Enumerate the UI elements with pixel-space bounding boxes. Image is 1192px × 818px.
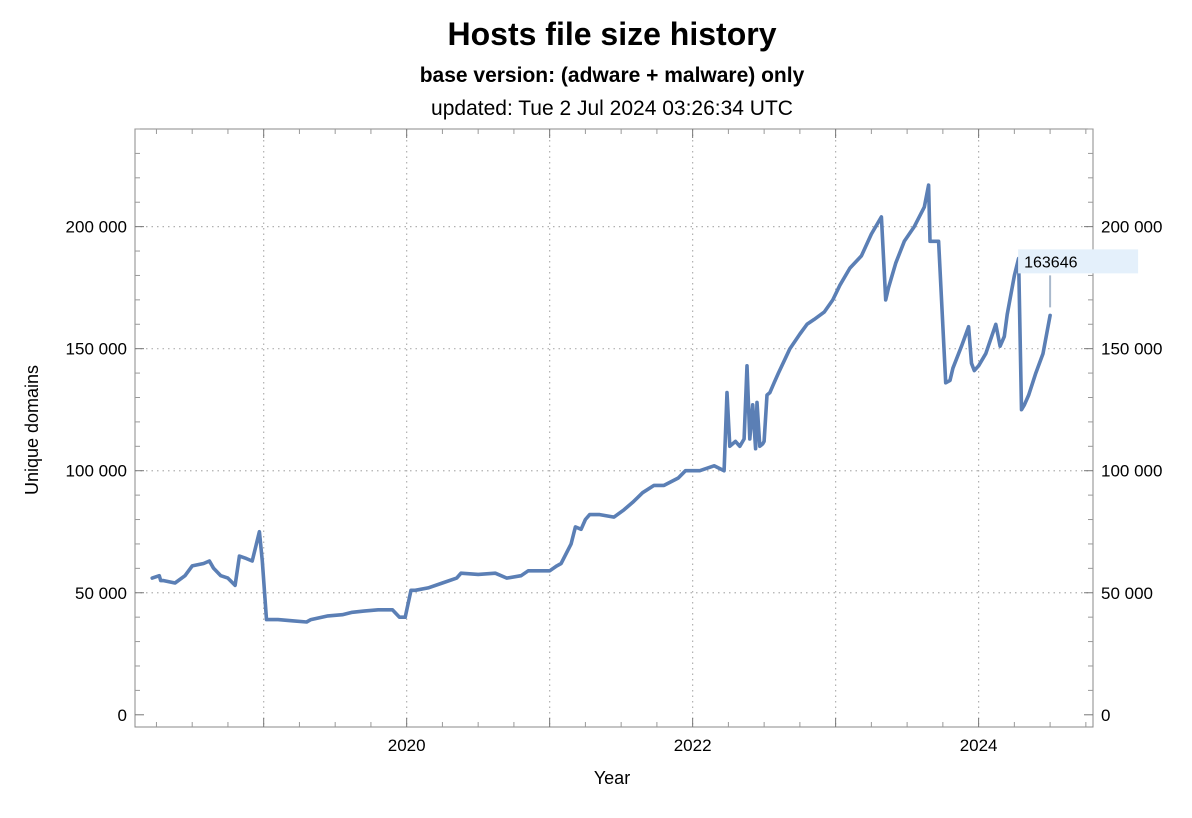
chart-title: Hosts file size history: [448, 16, 777, 52]
y-tick-label-right: 150 000: [1101, 340, 1162, 359]
callout-label: 163646: [1024, 254, 1077, 271]
y-tick-label-right: 50 000: [1101, 584, 1153, 603]
y-tick-label-right: 0: [1101, 706, 1110, 725]
series-line: [150, 183, 1052, 624]
y-tick-label-right: 200 000: [1101, 218, 1162, 237]
axis-ticks: 2020 2022 2024 0 0 50 000 50 000 100 000 100 000…: [66, 128, 1162, 755]
y-axis-label: Unique domains: [22, 365, 42, 495]
x-tick-label: 2020: [388, 736, 426, 755]
plot-frame: [134, 128, 1094, 728]
callout-box: [1018, 249, 1139, 274]
callout-layer: 163646: [1018, 249, 1139, 308]
y-tick-label-left: 100 000: [66, 462, 127, 481]
chart-subtitle: base version: (adware + malware) only: [420, 64, 805, 87]
x-axis-label: Year: [594, 768, 630, 788]
x-tick-label: 2022: [674, 736, 712, 755]
x-tick-label: 2024: [960, 736, 998, 755]
y-tick-label-left: 200 000: [66, 218, 127, 237]
y-tick-label-left: 150 000: [66, 340, 127, 359]
series-layer: [150, 183, 1052, 624]
chart-updated: updated: Tue 2 Jul 2024 03:26:34 UTC: [431, 97, 793, 120]
y-tick-label-right: 100 000: [1101, 462, 1162, 481]
gridlines: [135, 129, 1093, 727]
y-tick-label-left: 50 000: [75, 584, 127, 603]
y-tick-label-left: 0: [118, 706, 127, 725]
